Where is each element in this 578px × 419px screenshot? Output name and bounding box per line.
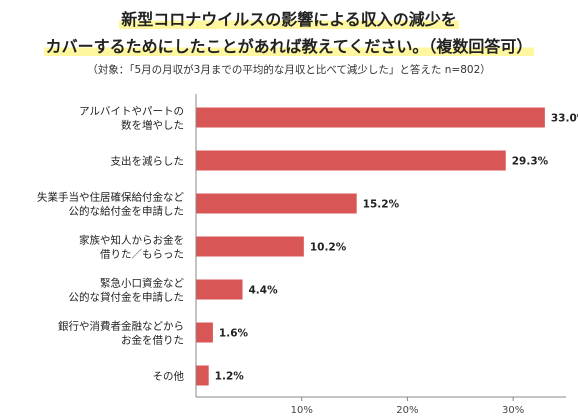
category-label-line: 借りた／もらった <box>100 249 184 261</box>
category-label-line: その他 <box>153 370 185 383</box>
category-label: 銀行や消費者金融などからお金を借りた <box>58 320 184 347</box>
x-tick-label: 30% <box>502 405 524 416</box>
category-label-line: 公的な給付金を申請した <box>69 205 185 218</box>
bar <box>196 365 209 386</box>
category-label: 家族や知人からお金を借りた／もらった <box>79 234 184 261</box>
bar-value-label: 33.0% <box>551 113 578 125</box>
bar-value-label: 4.4% <box>249 285 279 297</box>
category-label: その他 <box>153 370 185 383</box>
bar-value-label: 10.2% <box>310 242 347 254</box>
category-label-line: 緊急小口資金など <box>100 277 184 290</box>
category-label-line: 公的な貸付金を申請した <box>69 291 185 304</box>
bar <box>196 279 243 300</box>
category-label: 緊急小口資金など公的な貸付金を申請した <box>69 277 185 304</box>
chart-title-line-2: カバーするためにしたことがあれば教えてください。（複数回答可） <box>43 37 535 56</box>
bar <box>196 107 545 128</box>
bar-value-label: 29.3% <box>512 156 549 168</box>
bar <box>196 150 506 171</box>
category-label-line: 家族や知人からお金を <box>79 234 184 247</box>
category-label: アルバイトやパートの数を増やした <box>79 106 184 132</box>
chart-subtitle: （対象：「5月の月収が3月までの平均的な月収と比べて減少した」と答えた n=80… <box>87 64 491 76</box>
category-label: 支出を減らした <box>111 155 185 168</box>
x-tick-label: 10% <box>291 405 313 416</box>
category-label-line: お金を借りた <box>121 334 184 347</box>
bar-value-label: 1.6% <box>219 328 249 340</box>
chart-title-line-1: 新型コロナウイルスの影響による収入の減少を <box>119 10 459 29</box>
bar <box>196 193 357 214</box>
category-label-line: 銀行や消費者金融などから <box>58 320 184 333</box>
category-label: 失業手当や住居確保給付金など公的な給付金を申請した <box>37 191 184 218</box>
category-label-line: アルバイトやパートの <box>79 106 184 118</box>
bar <box>196 236 304 257</box>
bar <box>196 322 213 343</box>
x-tick-label: 20% <box>396 405 418 416</box>
bar-value-label: 15.2% <box>363 199 400 211</box>
bar-value-label: 1.2% <box>215 371 245 383</box>
category-label-line: 失業手当や住居確保給付金など <box>37 191 184 204</box>
category-label-line: 数を増やした <box>121 119 184 132</box>
category-label-line: 支出を減らした <box>111 155 185 168</box>
